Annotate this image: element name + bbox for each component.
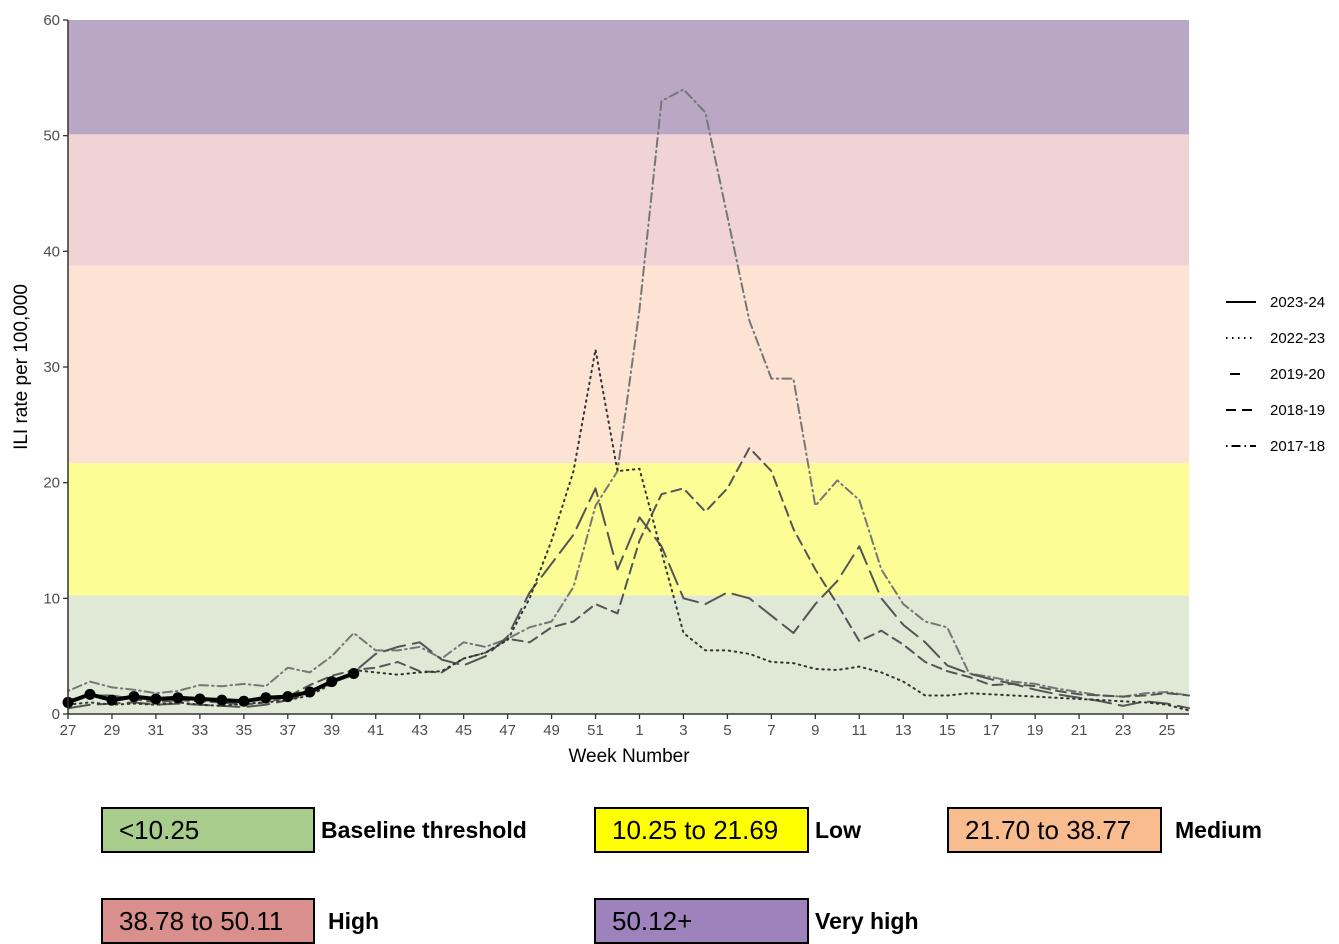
x-tick-label-39: 39 xyxy=(323,722,340,739)
legend-label-2017-18: 2017-18 xyxy=(1270,438,1325,455)
threshold-high-range: 38.78 to 50.11 xyxy=(119,906,284,936)
x-tick-label-27: 27 xyxy=(60,722,77,739)
x-tick-label-9: 9 xyxy=(811,722,819,739)
y-tick-label-50: 50 xyxy=(43,128,60,145)
y-tick-label-10: 10 xyxy=(43,590,60,607)
band-2 xyxy=(68,265,1189,464)
x-tick-label-3: 3 xyxy=(679,722,687,739)
band-3 xyxy=(68,134,1189,266)
point-2023-24-11 xyxy=(304,686,316,698)
y-tick-label-0: 0 xyxy=(52,706,60,723)
threshold-low-label: Low xyxy=(815,817,861,843)
point-2023-24-4 xyxy=(150,693,162,705)
x-tick-label-5: 5 xyxy=(723,722,731,739)
x-tick-label-17: 17 xyxy=(983,722,1000,739)
x-tick-label-23: 23 xyxy=(1115,722,1132,739)
threshold-low-range: 10.25 to 21.69 xyxy=(612,815,779,845)
series-line-2019-20 xyxy=(67,487,1190,710)
legend-label-2019-20: 2019-20 xyxy=(1270,366,1325,383)
x-tick-label-45: 45 xyxy=(455,722,472,739)
x-tick-label-25: 25 xyxy=(1159,722,1176,739)
point-2023-24-13 xyxy=(348,668,360,680)
threshold-baseline-swatch: <10.25 xyxy=(101,807,315,853)
legend-label-2018-19: 2018-19 xyxy=(1270,402,1325,419)
threshold-very-high-swatch: 50.12+ xyxy=(594,898,809,944)
threshold-high-label: High xyxy=(328,908,380,934)
point-2023-24-10 xyxy=(282,691,294,703)
threshold-very-high-label: Very high xyxy=(815,908,919,934)
threshold-baseline-label: Baseline threshold xyxy=(321,817,527,843)
legend-label-2023-24: 2023-24 xyxy=(1270,294,1325,311)
x-tick-label-19: 19 xyxy=(1027,722,1044,739)
series-line-2022-23 xyxy=(67,348,1190,712)
point-2023-24-2 xyxy=(106,694,118,706)
point-2023-24-6 xyxy=(194,693,206,705)
y-tick-label-40: 40 xyxy=(43,243,60,260)
threshold-low-swatch: 10.25 to 21.69 xyxy=(594,807,809,853)
point-2023-24-12 xyxy=(326,676,338,688)
x-axis-title: Week Number xyxy=(568,746,690,767)
point-2023-24-7 xyxy=(216,694,228,706)
threshold-very-high-range: 50.12+ xyxy=(612,906,693,936)
x-tick-label-47: 47 xyxy=(499,722,516,739)
threshold-baseline-range: <10.25 xyxy=(119,815,200,845)
x-tick-label-21: 21 xyxy=(1071,722,1088,739)
x-tick-label-15: 15 xyxy=(939,722,956,739)
point-2023-24-9 xyxy=(260,692,272,704)
x-tick-label-37: 37 xyxy=(279,722,296,739)
x-tick-label-43: 43 xyxy=(411,722,428,739)
x-tick-label-35: 35 xyxy=(235,722,252,739)
band-1 xyxy=(68,463,1189,596)
point-2023-24-3 xyxy=(128,691,140,703)
point-2023-24-5 xyxy=(172,692,184,704)
band-4 xyxy=(68,20,1189,135)
legend-label-2022-23: 2022-23 xyxy=(1270,330,1325,347)
x-tick-label-51: 51 xyxy=(587,722,604,739)
y-tick-label-60: 60 xyxy=(43,12,60,29)
point-2023-24-1 xyxy=(84,688,96,700)
point-2023-24-8 xyxy=(238,695,250,707)
y-tick-label-20: 20 xyxy=(43,475,60,492)
series-line-2017-18 xyxy=(67,88,1190,698)
y-axis-title: ILI rate per 100,000 xyxy=(11,284,32,450)
series-line-2018-19 xyxy=(67,447,1190,706)
threshold-medium-range: 21.70 to 38.77 xyxy=(965,815,1132,845)
x-tick-label-41: 41 xyxy=(367,722,384,739)
threshold-high-swatch: 38.78 to 50.11 xyxy=(101,898,315,944)
x-tick-label-49: 49 xyxy=(543,722,560,739)
x-tick-label-33: 33 xyxy=(192,722,209,739)
threshold-medium-label: Medium xyxy=(1175,817,1262,843)
x-tick-label-31: 31 xyxy=(148,722,165,739)
x-tick-label-7: 7 xyxy=(767,722,775,739)
x-tick-label-1: 1 xyxy=(635,722,643,739)
threshold-medium-swatch: 21.70 to 38.77 xyxy=(947,807,1162,853)
x-tick-label-13: 13 xyxy=(895,722,912,739)
x-tick-label-29: 29 xyxy=(104,722,121,739)
x-tick-label-11: 11 xyxy=(852,722,868,739)
y-tick-label-30: 30 xyxy=(43,359,60,376)
